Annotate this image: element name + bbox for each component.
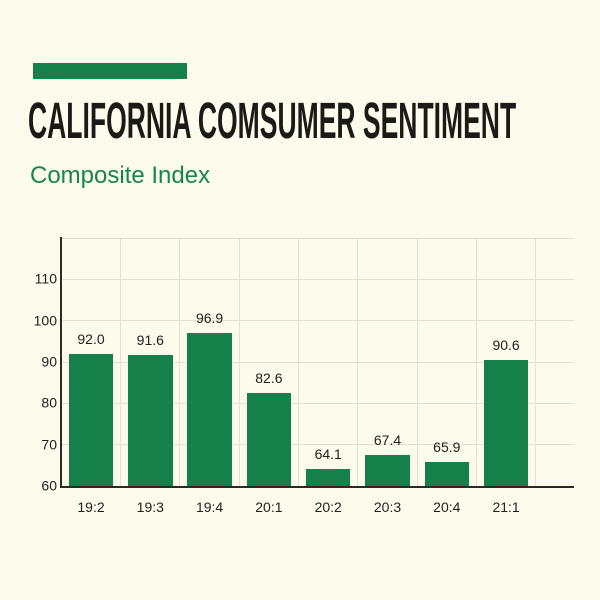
y-axis-line (60, 237, 63, 488)
v-gridline (238, 238, 240, 486)
bar (305, 469, 351, 486)
v-gridline (475, 238, 477, 486)
x-axis-line (60, 485, 575, 488)
y-tick-label: 60 (41, 477, 57, 494)
h-gridline (62, 237, 574, 239)
bar (187, 333, 232, 486)
x-tick-label: 20:1 (255, 499, 283, 515)
y-tick-label: 80 (41, 394, 57, 411)
v-gridline (179, 238, 181, 486)
bar-value-label: 65.9 (433, 438, 461, 455)
x-tick-label: 20:4 (433, 499, 461, 515)
h-gridline (62, 361, 574, 363)
bar-value-label: 67.4 (373, 432, 402, 449)
x-tick-label: 21:1 (492, 499, 520, 515)
h-gridline (62, 320, 574, 322)
bar-value-label: 96.9 (195, 310, 224, 327)
v-gridline (357, 238, 359, 486)
bar-value-label: 64.1 (314, 446, 342, 463)
bar-value-label: 82.6 (255, 369, 283, 386)
v-gridline (120, 238, 122, 486)
v-gridline (298, 238, 300, 486)
chart-subtitle: Composite Index (30, 162, 211, 189)
y-tick-label: 100 (33, 312, 57, 329)
bar (365, 455, 410, 486)
y-tick-label: 110 (34, 270, 57, 287)
h-gridline (62, 444, 574, 446)
x-tick-label: 20:3 (373, 499, 402, 515)
bar (128, 355, 173, 486)
bar-value-label: 91.6 (136, 332, 164, 349)
v-gridline (535, 238, 537, 486)
chart-title: CALIFORNIA COMSUMER SENTIMENT (28, 92, 517, 149)
h-gridline (62, 278, 574, 280)
bar (424, 461, 470, 486)
y-tick-label: 70 (41, 436, 57, 453)
bar (246, 392, 292, 486)
x-tick-label: 20:2 (314, 499, 342, 515)
bar-value-label: 90.6 (492, 336, 520, 353)
title-accent-bar (33, 63, 187, 79)
x-tick-label: 19:4 (195, 499, 224, 515)
x-tick-label: 19:2 (77, 499, 105, 515)
y-tick-label: 90 (41, 353, 57, 370)
v-gridline (416, 238, 418, 486)
bar (68, 353, 114, 486)
bar-value-label: 92.0 (77, 330, 105, 347)
x-tick-label: 19:3 (136, 499, 164, 515)
bar (483, 359, 529, 486)
h-gridline (62, 402, 574, 404)
